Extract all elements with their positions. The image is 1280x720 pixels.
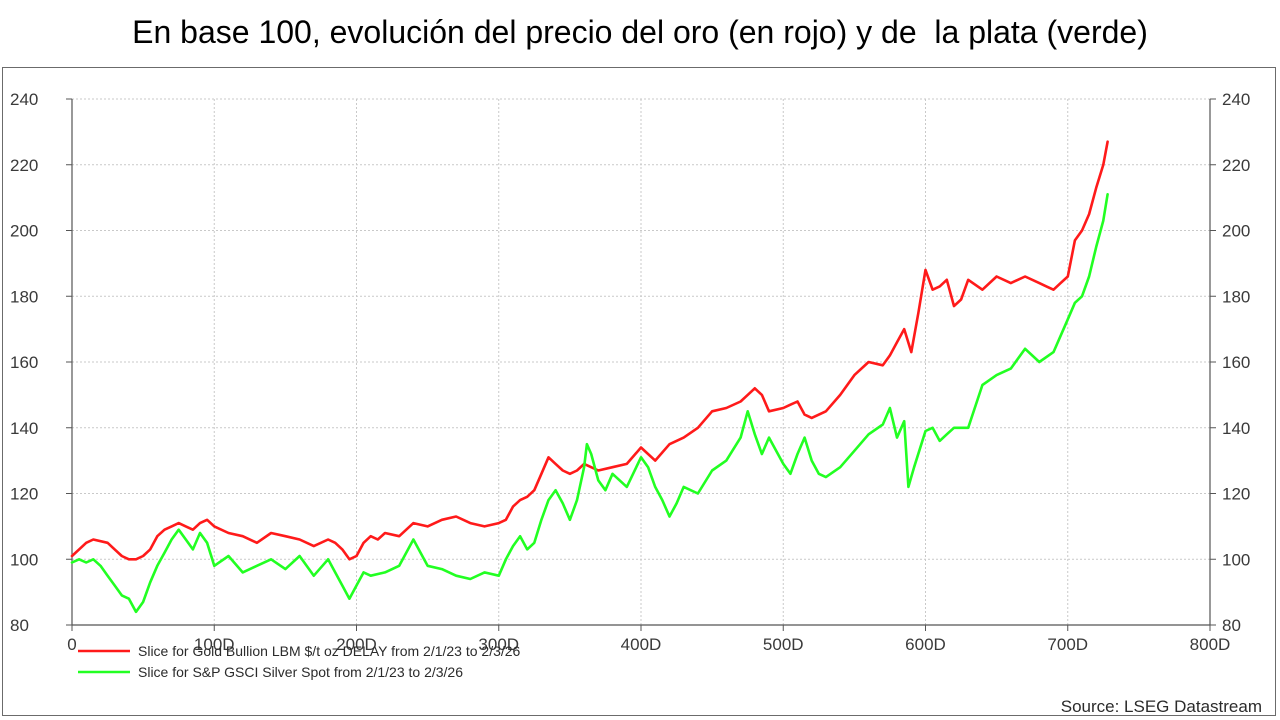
- x-tick-label: 800D: [1190, 635, 1231, 654]
- y-tick-label-left: 80: [10, 616, 29, 635]
- x-tick-label: 0: [67, 635, 76, 654]
- source-label: Source: LSEG Datastream: [1061, 697, 1262, 716]
- y-tick-label-left: 200: [10, 222, 38, 241]
- y-tick-label-right: 140: [1222, 419, 1250, 438]
- x-tick-label: 400D: [621, 635, 662, 654]
- y-tick-label-right: 80: [1222, 616, 1241, 635]
- x-tick-label: 200D: [336, 635, 377, 654]
- y-tick-label-right: 120: [1222, 485, 1250, 504]
- y-tick-label-left: 120: [10, 485, 38, 504]
- legend-label-silver: Slice for S&P GSCI Silver Spot from 2/1/…: [138, 664, 463, 680]
- y-tick-label-right: 200: [1222, 222, 1250, 241]
- x-tick-label: 300D: [478, 635, 519, 654]
- y-tick-label-left: 160: [10, 353, 38, 372]
- x-tick-label: 700D: [1047, 635, 1088, 654]
- axis-layer: 80 80 100 100 120 120 140 140 160 160 180 180 200 200…: [10, 90, 1250, 654]
- y-tick-label-right: 100: [1222, 550, 1250, 569]
- y-tick-label-right: 180: [1222, 287, 1250, 306]
- y-tick-label-right: 160: [1222, 353, 1250, 372]
- y-tick-label-right: 240: [1222, 90, 1250, 109]
- silver-price-line: [70, 193, 1109, 614]
- page-title: En base 100, evolución del precio del or…: [132, 14, 1148, 50]
- legend-label-gold: Slice for Gold Bullion LBM $/t oz DELAY …: [138, 643, 521, 659]
- gold-price-line: [70, 140, 1109, 561]
- y-tick-label-left: 240: [10, 90, 38, 109]
- grid-layer: [72, 98, 1211, 625]
- y-tick-label-left: 140: [10, 419, 38, 438]
- y-tick-label-left: 180: [10, 287, 38, 306]
- x-tick-label: 500D: [763, 635, 804, 654]
- legend: Slice for Gold Bullion LBM $/t oz DELAY …: [78, 643, 521, 680]
- y-tick-label-right: 220: [1222, 156, 1250, 175]
- y-tick-label-left: 100: [10, 550, 38, 569]
- x-tick-label: 600D: [905, 635, 946, 654]
- x-tick-label: 100D: [194, 635, 235, 654]
- series-layer: [70, 140, 1109, 614]
- y-tick-label-left: 220: [10, 156, 38, 175]
